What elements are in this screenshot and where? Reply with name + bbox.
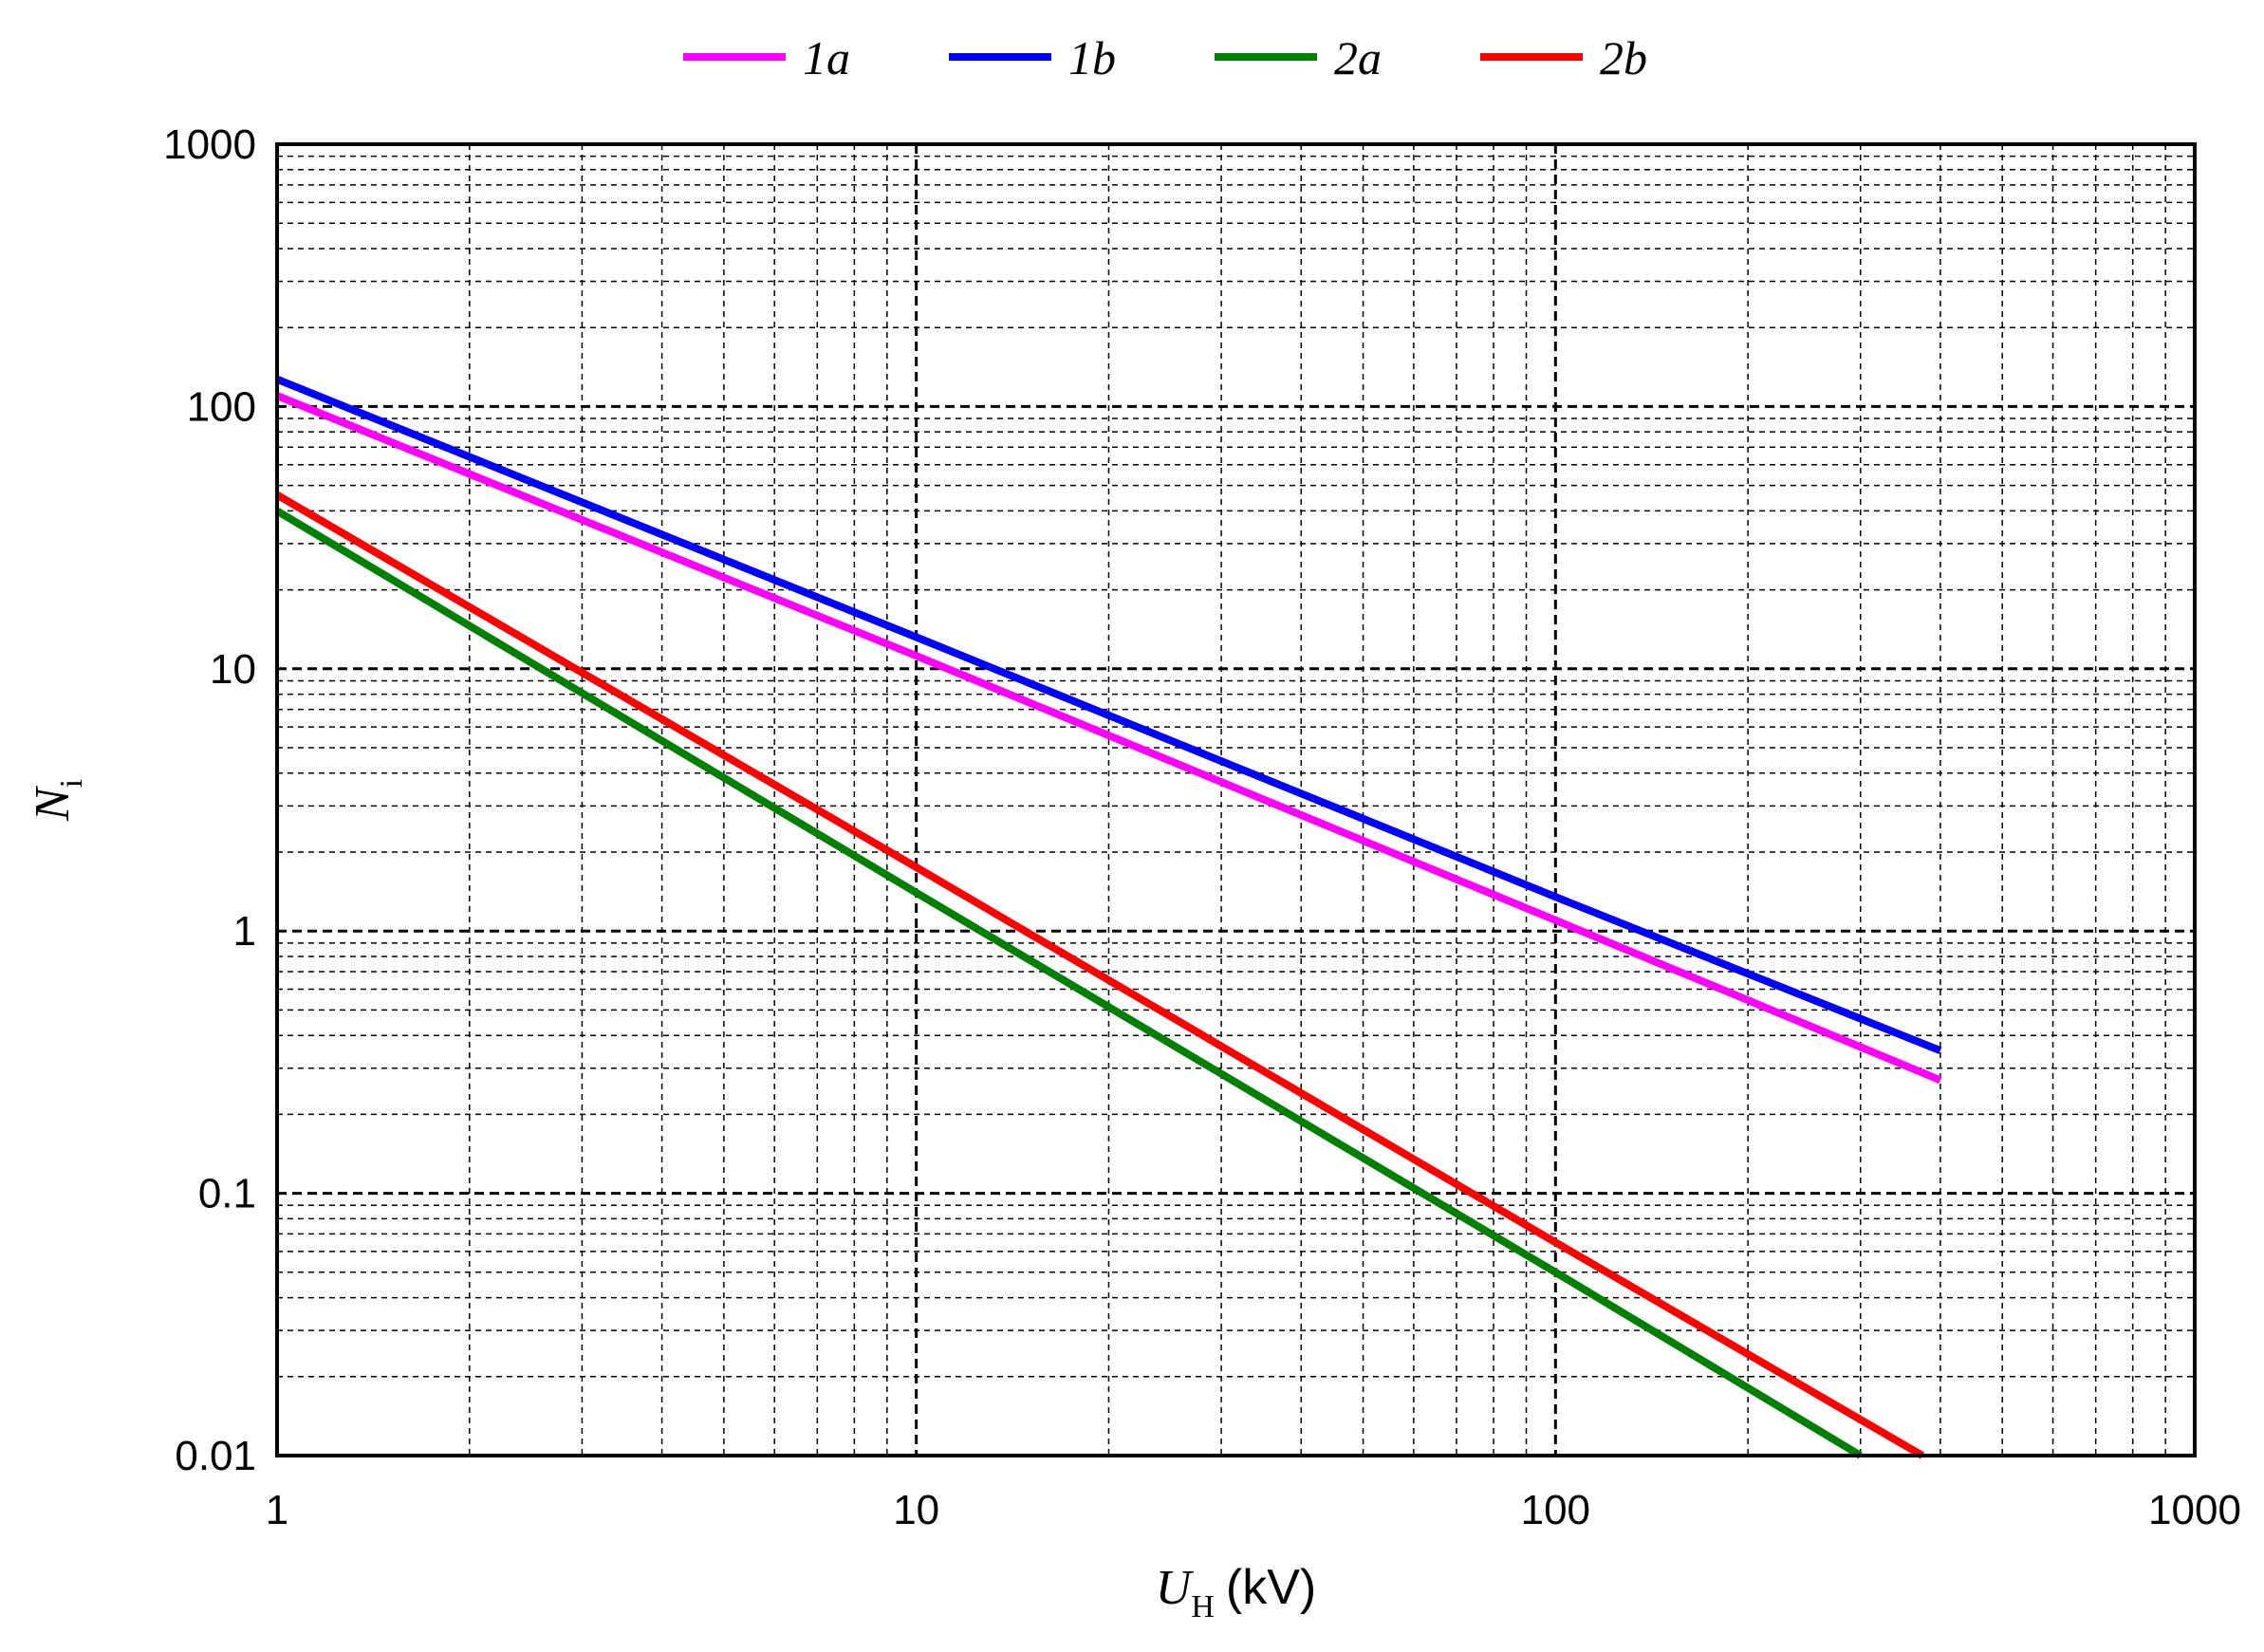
y-tick-labels: 0.01 0.1 1 10 100 1000 xyxy=(163,121,256,1479)
y-axis-variable: N xyxy=(26,785,80,822)
series-line-2a xyxy=(274,507,1863,1459)
y-tick-label: 0.01 xyxy=(175,1433,256,1479)
legend-label-1b: 1b xyxy=(1068,31,1116,84)
legend-label-1a: 1a xyxy=(803,31,850,84)
y-axis-subscript: i xyxy=(54,779,89,788)
x-axis-variable: U xyxy=(1156,1561,1195,1615)
y-tick-label: 0.1 xyxy=(198,1171,256,1217)
y-tick-label: 10 xyxy=(210,646,256,693)
series-line-1b xyxy=(275,375,1942,1054)
plot-frame xyxy=(275,142,2197,1457)
x-tick-label: 1 xyxy=(266,1487,288,1533)
x-tick-label: 10 xyxy=(893,1487,939,1533)
series-layer xyxy=(274,375,1942,1459)
x-axis-subscript: H xyxy=(1191,1589,1215,1624)
x-tick-labels: 1 10 100 1000 xyxy=(266,1487,2241,1533)
legend-label-2a: 2a xyxy=(1334,31,1382,84)
legend: 1a 1b 2a 2b xyxy=(683,31,1647,84)
series-line-1a xyxy=(275,392,1942,1085)
y-tick-label: 1000 xyxy=(163,121,256,168)
x-tick-label: 100 xyxy=(1521,1487,1590,1533)
x-axis-unit: (kV) xyxy=(1226,1560,1316,1615)
series-line-2b xyxy=(274,492,1925,1459)
x-axis-title: UH (kV) xyxy=(1156,1560,1316,1624)
y-tick-label: 1 xyxy=(233,908,256,955)
y-axis-title: Ni xyxy=(26,779,89,822)
x-tick-label: 1000 xyxy=(2148,1487,2241,1533)
y-tick-label: 100 xyxy=(187,383,256,430)
legend-label-2b: 2b xyxy=(1600,31,1647,84)
grid xyxy=(277,144,2195,1456)
